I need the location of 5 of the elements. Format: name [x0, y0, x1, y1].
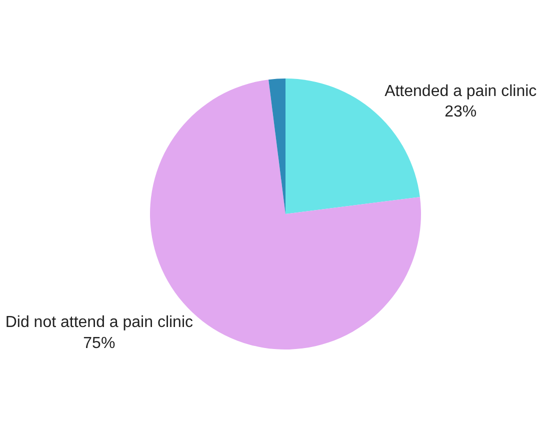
- pie-slice: [268, 78, 286, 214]
- slice-label: Did not attend a pain clinic: [5, 314, 193, 331]
- data-label: 75%: [83, 334, 116, 352]
- data-label: 23%: [444, 104, 477, 121]
- slice-label: Attended a pain clinic: [384, 82, 537, 100]
